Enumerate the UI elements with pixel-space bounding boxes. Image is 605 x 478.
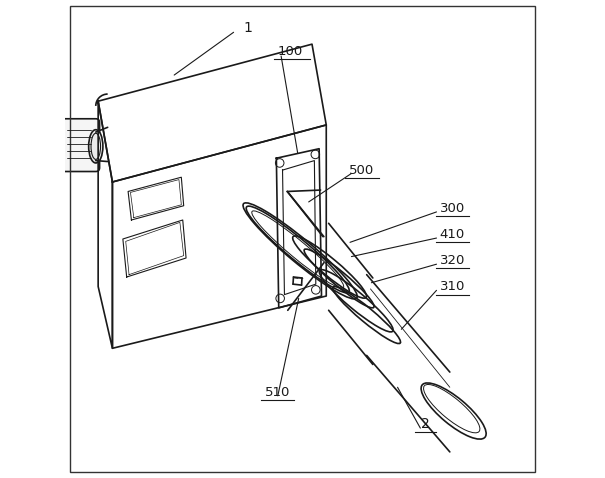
- Text: 510: 510: [265, 386, 290, 399]
- Text: 320: 320: [439, 254, 465, 267]
- Ellipse shape: [89, 130, 103, 163]
- Text: 2: 2: [420, 417, 430, 431]
- Text: 100: 100: [278, 45, 303, 58]
- Text: 310: 310: [439, 280, 465, 293]
- Text: 410: 410: [440, 228, 465, 241]
- Text: 300: 300: [440, 202, 465, 215]
- Text: 500: 500: [349, 163, 374, 176]
- Text: 1: 1: [243, 22, 252, 35]
- FancyBboxPatch shape: [61, 119, 100, 172]
